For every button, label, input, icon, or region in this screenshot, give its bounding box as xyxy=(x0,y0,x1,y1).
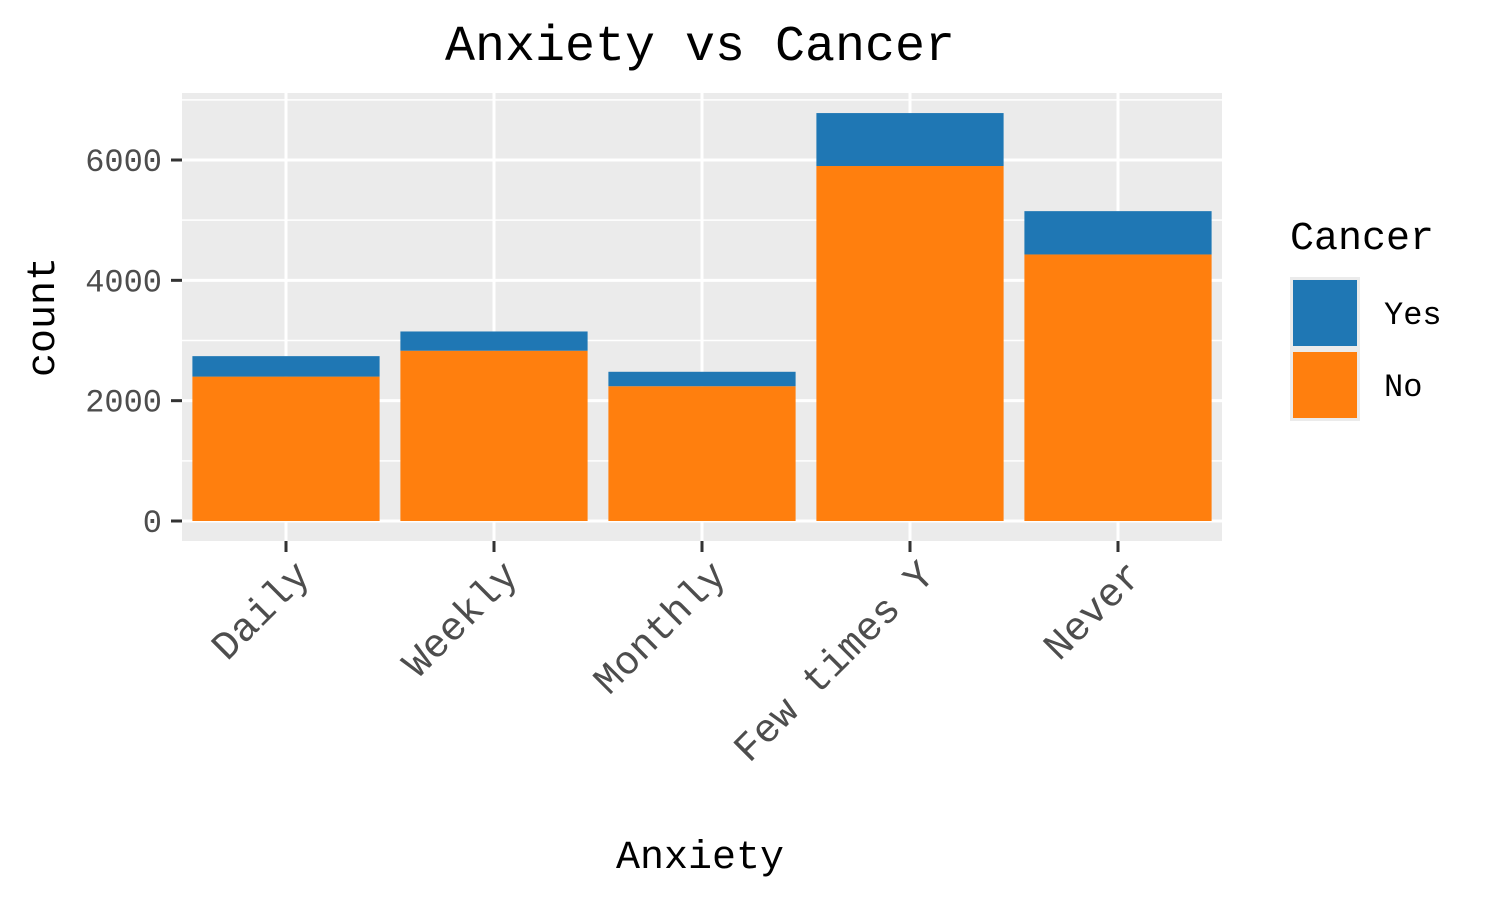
bar-yes-daily xyxy=(192,356,380,377)
legend-label-no: No xyxy=(1384,369,1422,406)
y-axis-title: count xyxy=(22,257,67,377)
bars xyxy=(192,113,1212,521)
bar-yes-monthly xyxy=(608,371,796,387)
chart-title: Anxiety vs Cancer xyxy=(445,19,955,76)
bar-no-never xyxy=(1024,254,1212,521)
bar-no-weekly xyxy=(400,350,588,521)
x-tick-label: Never xyxy=(1036,554,1153,671)
x-tick-label: Few times Y xyxy=(727,554,946,773)
y-tick-label: 0 xyxy=(143,505,162,542)
y-tick-label: 4000 xyxy=(85,264,162,301)
bar-yes-weekly xyxy=(400,331,588,351)
bar-yes-never xyxy=(1024,211,1212,255)
legend-label-yes: Yes xyxy=(1384,297,1442,334)
bar-no-monthly xyxy=(608,386,796,521)
legend: Cancer Yes No xyxy=(1290,217,1442,421)
x-axis-title: Anxiety xyxy=(616,836,784,881)
x-tick-label: Weekly xyxy=(396,554,530,688)
y-axis-ticks: 0 2000 4000 6000 xyxy=(85,144,182,542)
bar-yes-few-times-y xyxy=(816,113,1004,167)
y-tick-label: 2000 xyxy=(85,385,162,422)
legend-key-no xyxy=(1293,352,1357,418)
bar-no-daily xyxy=(192,376,380,521)
legend-key-yes xyxy=(1293,280,1357,346)
x-tick-label: Daily xyxy=(204,554,321,671)
x-tick-label: Monthly xyxy=(587,554,738,705)
y-tick-label: 6000 xyxy=(85,144,162,181)
legend-title: Cancer xyxy=(1290,217,1434,262)
bar-no-few-times-y xyxy=(816,166,1004,521)
